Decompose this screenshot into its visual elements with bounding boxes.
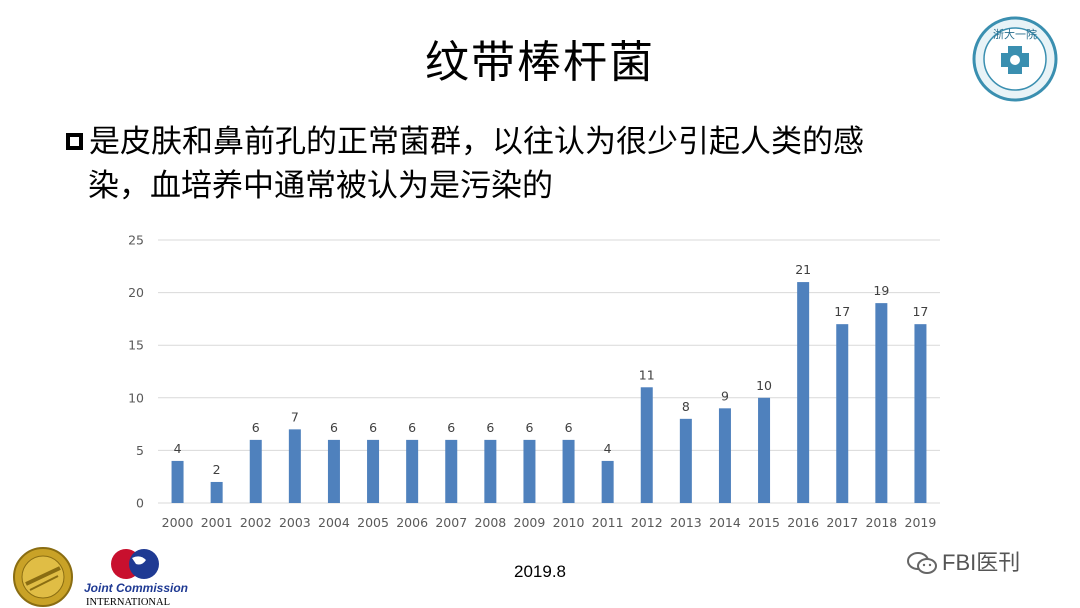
hospital-logo-text: 浙大一院 bbox=[993, 27, 1037, 41]
data-label-2005: 6 bbox=[369, 420, 377, 435]
bar-2002 bbox=[249, 439, 262, 503]
data-label-2011: 4 bbox=[604, 441, 612, 456]
y-tick-label: 15 bbox=[128, 338, 144, 353]
x-tick-label: 2003 bbox=[279, 515, 311, 530]
bullet-line-1: 是皮肤和鼻前孔的正常菌群，以往认为很少引起人类的感 bbox=[66, 120, 1026, 164]
x-tick-label: 2008 bbox=[474, 515, 506, 530]
y-tick-label: 25 bbox=[128, 233, 144, 248]
data-label-2019: 17 bbox=[912, 304, 928, 319]
bar-2012 bbox=[640, 387, 653, 503]
x-tick-label: 2006 bbox=[396, 515, 428, 530]
data-label-2001: 2 bbox=[213, 462, 221, 477]
data-label-2015: 10 bbox=[756, 378, 772, 393]
x-tick-label: 2007 bbox=[435, 515, 467, 530]
y-tick-label: 20 bbox=[128, 285, 144, 300]
x-tick-label: 2013 bbox=[670, 515, 702, 530]
data-label-2009: 6 bbox=[525, 420, 533, 435]
x-tick-label: 2019 bbox=[905, 515, 937, 530]
joint-commission-logo-icon: Joint Commission INTERNATIONAL bbox=[84, 549, 188, 608]
y-tick-label: 5 bbox=[136, 443, 144, 458]
data-label-2010: 6 bbox=[565, 420, 573, 435]
data-label-2002: 6 bbox=[252, 420, 260, 435]
bar-2007 bbox=[445, 439, 458, 503]
jci-logo-line-1: Joint Commission bbox=[84, 581, 188, 595]
bar-2001 bbox=[210, 481, 223, 503]
bar-2016 bbox=[797, 282, 810, 503]
bar-2011 bbox=[601, 460, 614, 503]
watermark-text: FBI医刊 bbox=[942, 550, 1021, 575]
bar-2018 bbox=[875, 303, 888, 503]
bullet-text: 是皮肤和鼻前孔的正常菌群，以往认为很少引起人类的感 染，血培养中通常被认为是污染… bbox=[66, 120, 1026, 208]
y-axis-ticks: 0 5 10 15 20 25 bbox=[128, 233, 144, 511]
hospital-logo-icon: 浙大一院 bbox=[972, 16, 1058, 102]
x-tick-label: 2010 bbox=[553, 515, 585, 530]
data-label-2000: 4 bbox=[174, 441, 182, 456]
data-label-2008: 6 bbox=[486, 420, 494, 435]
x-tick-label: 2018 bbox=[865, 515, 897, 530]
slide-title: 纹带棒杆菌 bbox=[425, 37, 655, 88]
y-tick-label: 0 bbox=[136, 496, 144, 511]
data-label-2003: 7 bbox=[291, 409, 299, 424]
x-axis-ticks: 2000 2001 2002 2003 2004 2005 2006 2007 2008 2009… bbox=[162, 515, 937, 530]
x-tick-label: 2012 bbox=[631, 515, 663, 530]
data-label-2012: 11 bbox=[639, 367, 655, 382]
x-tick-label: 2001 bbox=[201, 515, 233, 530]
bar-2017 bbox=[836, 324, 849, 503]
bar-2004 bbox=[327, 439, 340, 503]
bar-2014 bbox=[718, 408, 731, 503]
bar-2008 bbox=[484, 439, 497, 503]
bar-2015 bbox=[758, 397, 771, 503]
data-label-2007: 6 bbox=[447, 420, 455, 435]
gold-seal-icon bbox=[13, 547, 73, 607]
bar-2006 bbox=[406, 439, 419, 503]
x-tick-label: 2009 bbox=[514, 515, 546, 530]
data-label-2018: 19 bbox=[873, 283, 889, 298]
x-tick-label: 2002 bbox=[240, 515, 272, 530]
data-label-2004: 6 bbox=[330, 420, 338, 435]
bar-2000 bbox=[171, 460, 184, 503]
data-label-2014: 9 bbox=[721, 388, 729, 403]
chart-gridlines bbox=[158, 239, 940, 504]
data-label-2017: 17 bbox=[834, 304, 850, 319]
wechat-icon bbox=[907, 552, 937, 574]
chart-bars bbox=[171, 282, 927, 503]
data-labels: 4 2 6 7 6 6 6 6 6 6 6 4 11 8 9 10 21 17 19 17 bbox=[174, 262, 929, 477]
jci-logo-line-2: INTERNATIONAL bbox=[86, 597, 170, 608]
x-tick-label: 2000 bbox=[162, 515, 194, 530]
bar-2010 bbox=[562, 439, 575, 503]
x-tick-label: 2014 bbox=[709, 515, 741, 530]
x-tick-label: 2017 bbox=[826, 515, 858, 530]
y-tick-label: 10 bbox=[128, 390, 144, 405]
x-tick-label: 2011 bbox=[592, 515, 624, 530]
x-tick-label: 2015 bbox=[748, 515, 780, 530]
bullet-line-2: 染，血培养中通常被认为是污染的 bbox=[88, 168, 553, 204]
bullet-line-1-text: 是皮肤和鼻前孔的正常菌群，以往认为很少引起人类的感 bbox=[89, 124, 864, 160]
bullet-square-icon bbox=[66, 133, 83, 150]
bar-2003 bbox=[288, 429, 301, 503]
bar-2019 bbox=[914, 324, 927, 503]
bar-2005 bbox=[367, 439, 380, 503]
x-tick-label: 2005 bbox=[357, 515, 389, 530]
bar-2009 bbox=[523, 439, 536, 503]
data-label-2013: 8 bbox=[682, 399, 690, 414]
data-label-2016: 21 bbox=[795, 262, 811, 277]
slide-date: 2019.8 bbox=[514, 562, 566, 581]
x-tick-label: 2004 bbox=[318, 515, 350, 530]
watermark: FBI医刊 bbox=[906, 545, 1020, 577]
bar-2013 bbox=[679, 418, 692, 503]
data-label-2006: 6 bbox=[408, 420, 416, 435]
x-tick-label: 2016 bbox=[787, 515, 819, 530]
